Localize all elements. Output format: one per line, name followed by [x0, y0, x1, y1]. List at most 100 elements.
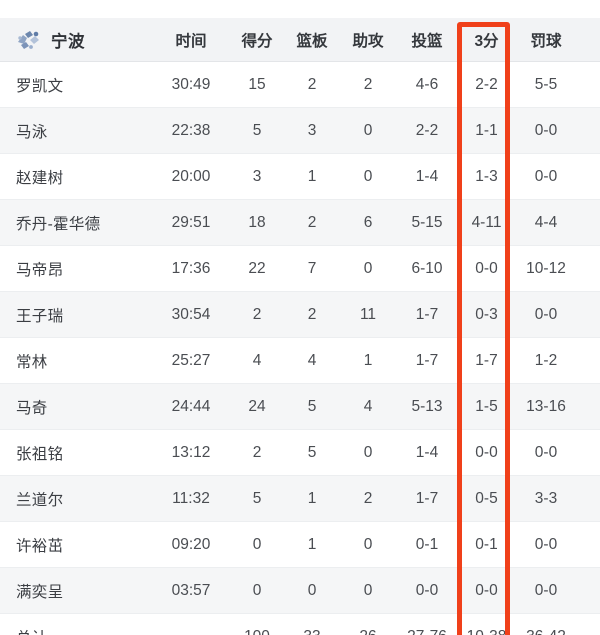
column-header-assists[interactable]: 助攻 [340, 18, 396, 62]
table-row: 兰道尔 11:32 5 1 2 1-7 0-5 3-3 [0, 475, 600, 522]
cell-points: 5 [230, 107, 284, 154]
cell-assists: 0 [340, 567, 396, 614]
cell-points: 2 [230, 429, 284, 476]
cell-time: 17:36 [152, 245, 230, 292]
cell-fieldgoals: 0-1 [396, 521, 458, 568]
table-row: 马奇 24:44 24 5 4 5-13 1-5 13-16 [0, 383, 600, 430]
cell-assists: 4 [340, 383, 396, 430]
cell-rebounds: 5 [284, 383, 340, 430]
cell-threepoint: 1-7 [458, 337, 515, 384]
cell-threepoint: 0-5 [458, 475, 515, 522]
cell-points: 18 [230, 199, 284, 246]
cell-rebounds: 33 [284, 613, 340, 635]
cell-freethrow: 0-0 [515, 567, 577, 614]
table-row: 王子瑞 30:54 2 2 11 1-7 0-3 0-0 [0, 291, 600, 338]
cell-freethrow: 4-4 [515, 199, 577, 246]
cell-player-name[interactable]: 满奕呈 [0, 567, 152, 614]
cell-points: 5 [230, 475, 284, 522]
cell-player-name[interactable]: 马泳 [0, 107, 152, 154]
cell-time: 13:12 [152, 429, 230, 476]
cell-fieldgoals: 5-15 [396, 199, 458, 246]
cell-threepoint: 10-38 [458, 613, 515, 635]
cell-points: 0 [230, 521, 284, 568]
cell-player-name[interactable]: 马奇 [0, 383, 152, 430]
cell-steals [577, 521, 600, 568]
cell-time [152, 613, 230, 635]
table-body: 罗凯文 30:49 15 2 2 4-6 2-2 5-5 马泳 22:38 5 3 0 2-2 1-1 0-0… [0, 61, 600, 635]
cell-rebounds: 1 [284, 475, 340, 522]
cell-time: 20:00 [152, 153, 230, 200]
player-stats-table: 宁波 时间 得分 篮板 助攻 投篮 3分 罚球 抢 罗凯文30:4915224-… [0, 18, 600, 635]
table-row: 满奕呈 03:57 0 0 0 0-0 0-0 0-0 [0, 567, 600, 614]
totals-label: 总计 [0, 613, 152, 635]
cell-assists: 11 [340, 291, 396, 338]
cell-player-name[interactable]: 罗凯文 [0, 61, 152, 108]
cell-freethrow: 0-0 [515, 429, 577, 476]
cell-assists: 0 [340, 153, 396, 200]
cell-threepoint: 1-3 [458, 153, 515, 200]
cell-player-name[interactable]: 常林 [0, 337, 152, 384]
cell-player-name[interactable]: 乔丹-霍华德 [0, 199, 152, 246]
table-row: 罗凯文 30:49 15 2 2 4-6 2-2 5-5 [0, 61, 600, 108]
column-header-team[interactable]: 宁波 [0, 18, 152, 62]
cell-freethrow: 13-16 [515, 383, 577, 430]
cell-points: 24 [230, 383, 284, 430]
column-header-fieldgoals[interactable]: 投篮 [396, 18, 458, 62]
column-header-threepoint[interactable]: 3分 [458, 18, 515, 62]
column-header-points[interactable]: 得分 [230, 18, 284, 62]
team-logo-icon [16, 29, 42, 51]
cell-fieldgoals: 1-7 [396, 337, 458, 384]
column-header-freethrow[interactable]: 罚球 [515, 18, 577, 62]
cell-player-name[interactable]: 王子瑞 [0, 291, 152, 338]
cell-threepoint: 1-5 [458, 383, 515, 430]
cell-time: 30:49 [152, 61, 230, 108]
cell-freethrow: 5-5 [515, 61, 577, 108]
cell-threepoint: 2-2 [458, 61, 515, 108]
table-row: 常林 25:27 4 4 1 1-7 1-7 1-2 [0, 337, 600, 384]
cell-steals [577, 291, 600, 338]
cell-fieldgoals: 4-6 [396, 61, 458, 108]
column-header-rebounds[interactable]: 篮板 [284, 18, 340, 62]
cell-steals [577, 199, 600, 246]
cell-threepoint: 0-1 [458, 521, 515, 568]
cell-player-name[interactable]: 张祖铭 [0, 429, 152, 476]
cell-assists: 6 [340, 199, 396, 246]
cell-assists: 0 [340, 245, 396, 292]
cell-assists: 1 [340, 337, 396, 384]
cell-rebounds: 2 [284, 291, 340, 338]
cell-points: 3 [230, 153, 284, 200]
table-row: 乔丹-霍华德 29:51 18 2 6 5-15 4-11 4-4 [0, 199, 600, 246]
column-header-steals[interactable]: 抢 [577, 18, 600, 62]
cell-steals [577, 107, 600, 154]
cell-rebounds: 0 [284, 567, 340, 614]
cell-player-name[interactable]: 兰道尔 [0, 475, 152, 522]
cell-player-name[interactable]: 赵建树 [0, 153, 152, 200]
cell-points: 4 [230, 337, 284, 384]
cell-player-name[interactable]: 马帝昂 [0, 245, 152, 292]
table-row: 许裕茁 09:20 0 1 0 0-1 0-1 0-0 [0, 521, 600, 568]
cell-time: 22:38 [152, 107, 230, 154]
cell-player-name[interactable]: 许裕茁 [0, 521, 152, 568]
cell-time: 30:54 [152, 291, 230, 338]
cell-time: 11:32 [152, 475, 230, 522]
cell-time: 25:27 [152, 337, 230, 384]
table-row: 张祖铭 13:12 2 5 0 1-4 0-0 0-0 [0, 429, 600, 476]
cell-assists: 26 [340, 613, 396, 635]
table-row: 马帝昂 17:36 22 7 0 6-10 0-0 10-12 [0, 245, 600, 292]
cell-freethrow: 0-0 [515, 291, 577, 338]
cell-assists: 0 [340, 429, 396, 476]
cell-fieldgoals: 1-7 [396, 475, 458, 522]
cell-rebounds: 1 [284, 521, 340, 568]
top-spacer [0, 0, 600, 18]
cell-time: 03:57 [152, 567, 230, 614]
cell-time: 09:20 [152, 521, 230, 568]
table-row: 马泳 22:38 5 3 0 2-2 1-1 0-0 [0, 107, 600, 154]
cell-fieldgoals: 1-4 [396, 429, 458, 476]
cell-steals [577, 429, 600, 476]
cell-fieldgoals: 2-2 [396, 107, 458, 154]
column-header-time[interactable]: 时间 [152, 18, 230, 62]
cell-points: 0 [230, 567, 284, 614]
cell-threepoint: 4-11 [458, 199, 515, 246]
cell-steals [577, 61, 600, 108]
